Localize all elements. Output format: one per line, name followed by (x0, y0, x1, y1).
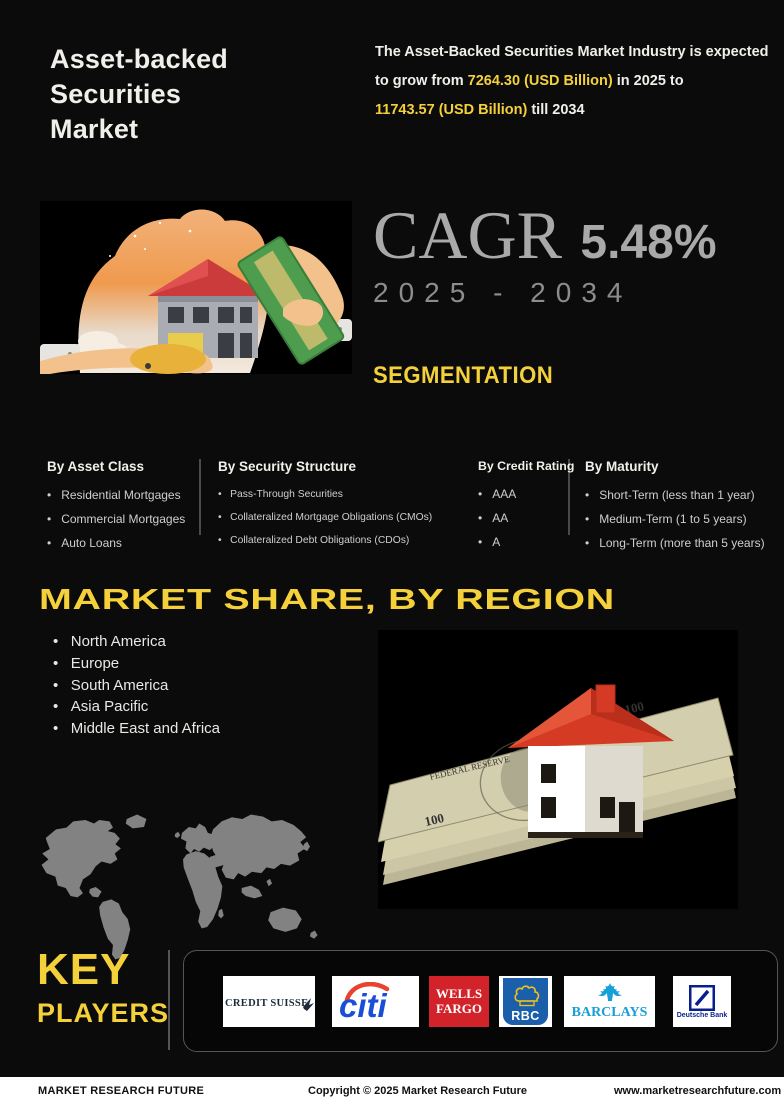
svg-text:citi: citi (339, 987, 388, 1022)
svg-text:CREDIT SUISSE: CREDIT SUISSE (225, 998, 308, 1009)
